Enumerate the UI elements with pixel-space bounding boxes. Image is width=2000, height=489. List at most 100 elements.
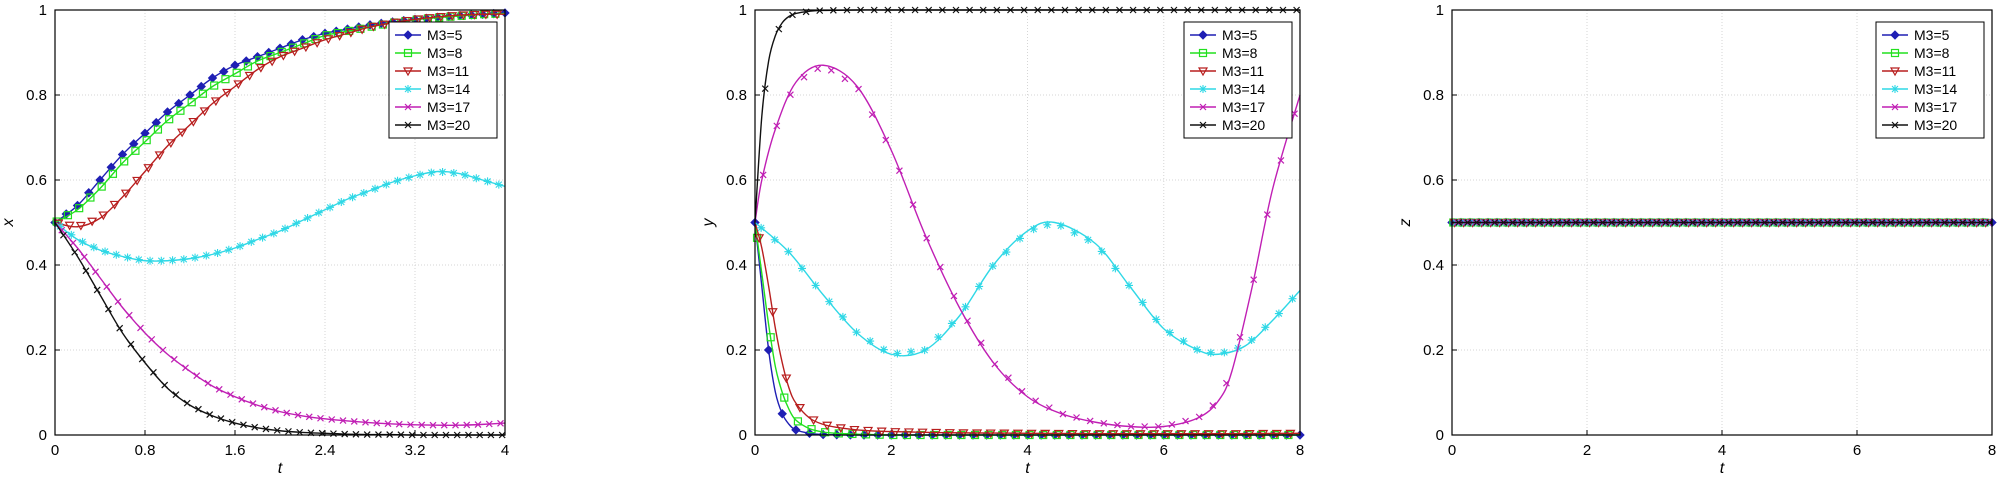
data-point-marker <box>198 89 208 98</box>
data-point-marker <box>1236 333 1244 341</box>
legend: M3=5 M3=8 M3=11 M3=14 M3=17 M3=20 <box>388 21 498 139</box>
data-point-marker <box>1081 430 1092 439</box>
data-point-marker <box>241 56 251 66</box>
data-point-marker <box>243 62 253 71</box>
x-tick-label: 0.8 <box>135 442 156 459</box>
data-point-marker <box>137 324 144 332</box>
legend-marker <box>1197 67 1209 77</box>
data-point-marker <box>804 428 815 439</box>
data-point-marker <box>1626 219 1634 226</box>
y-tick-label: 0.4 <box>726 257 747 274</box>
data-point-marker <box>1707 219 1715 226</box>
data-point-marker <box>890 428 901 437</box>
data-point-marker <box>101 247 110 256</box>
data-point-marker <box>777 409 787 419</box>
data-point-marker <box>1518 219 1526 226</box>
data-point-marker <box>168 256 177 265</box>
data-point-marker <box>1182 417 1189 425</box>
legend-marker <box>1198 48 1208 58</box>
data-point-marker <box>86 193 95 202</box>
data-point-marker <box>1806 219 1814 226</box>
data-point-marker <box>814 65 822 73</box>
data-point-marker <box>787 91 794 99</box>
x-axis-label: t <box>1720 460 1725 477</box>
data-point-marker <box>876 427 887 437</box>
data-point-marker <box>305 413 313 421</box>
y-tick-label: 1 <box>739 2 747 19</box>
data-point-marker <box>199 107 210 117</box>
data-point-marker <box>1842 219 1850 226</box>
data-point-marker <box>781 374 792 384</box>
data-point-marker <box>1261 323 1270 332</box>
data-point-marker <box>249 400 257 407</box>
data-point-marker <box>766 333 775 342</box>
data-point-marker <box>1941 219 1949 226</box>
data-point-marker <box>1923 219 1931 226</box>
y-tick-label: 0.8 <box>1423 87 1444 104</box>
data-point-marker <box>150 368 157 376</box>
data-point-marker <box>193 372 201 380</box>
data-point-marker <box>213 248 222 257</box>
data-point-marker <box>153 125 163 134</box>
data-point-marker <box>393 176 402 185</box>
legend-label: M3=8 <box>1914 45 1950 61</box>
data-point-marker <box>958 429 969 439</box>
series-M3=14 <box>754 220 1301 358</box>
data-point-marker <box>247 237 256 246</box>
data-point-marker <box>1045 404 1053 412</box>
data-point-marker <box>1833 219 1841 226</box>
data-point-marker <box>855 85 862 93</box>
data-point-marker <box>773 122 781 130</box>
legend-label: M3=17 <box>1914 99 1957 115</box>
data-point-marker <box>296 428 304 436</box>
x-tick-label: 2 <box>887 442 895 459</box>
legend-label: M3=14 <box>1222 81 1265 97</box>
y-tick-label: 0.2 <box>1423 342 1444 359</box>
data-point-marker <box>1509 219 1517 226</box>
data-point-marker <box>148 335 156 343</box>
data-point-marker <box>418 421 426 429</box>
data-point-marker <box>977 339 985 347</box>
data-point-marker <box>931 428 942 438</box>
data-point-marker <box>407 421 414 429</box>
data-point-marker <box>1554 219 1562 226</box>
data-point-marker <box>371 184 380 193</box>
data-point-marker <box>58 226 66 234</box>
legend-marker <box>1890 48 1900 58</box>
series-M3=17 <box>54 222 506 429</box>
data-point-marker <box>176 106 185 115</box>
data-point-marker <box>1500 219 1508 226</box>
data-point-marker <box>1073 414 1080 421</box>
series-M3=20 <box>1452 219 1994 226</box>
data-point-marker <box>1914 219 1922 226</box>
data-point-marker <box>458 11 469 21</box>
data-point-marker <box>838 312 847 321</box>
data-point-marker <box>1599 219 1607 226</box>
data-point-marker <box>1779 219 1787 226</box>
data-point-marker <box>300 43 311 53</box>
data-point-marker <box>114 298 122 305</box>
data-point-marker <box>1274 309 1283 318</box>
axes-frame <box>54 9 506 436</box>
data-point-marker <box>317 414 324 422</box>
data-point-marker <box>1851 219 1859 226</box>
data-point-marker <box>165 115 174 124</box>
data-point-marker <box>95 175 105 185</box>
data-point-marker <box>154 151 165 161</box>
data-point-marker <box>882 136 890 144</box>
data-point-marker <box>472 174 481 183</box>
y-tick-label: 1 <box>39 2 47 19</box>
data-point-marker <box>60 231 67 239</box>
data-point-marker <box>1581 219 1589 226</box>
data-point-marker <box>1977 219 1985 226</box>
x-tick-label: 6 <box>1853 442 1861 459</box>
data-point-marker <box>116 324 124 332</box>
data-point-marker <box>106 162 116 172</box>
data-point-marker <box>447 12 458 21</box>
data-point-marker <box>1968 219 1976 226</box>
data-point-marker <box>1824 219 1832 226</box>
legend-label: M3=8 <box>427 45 463 61</box>
data-point-marker <box>1114 421 1121 429</box>
data-point-marker <box>784 247 793 256</box>
legend-box <box>1875 21 1985 139</box>
